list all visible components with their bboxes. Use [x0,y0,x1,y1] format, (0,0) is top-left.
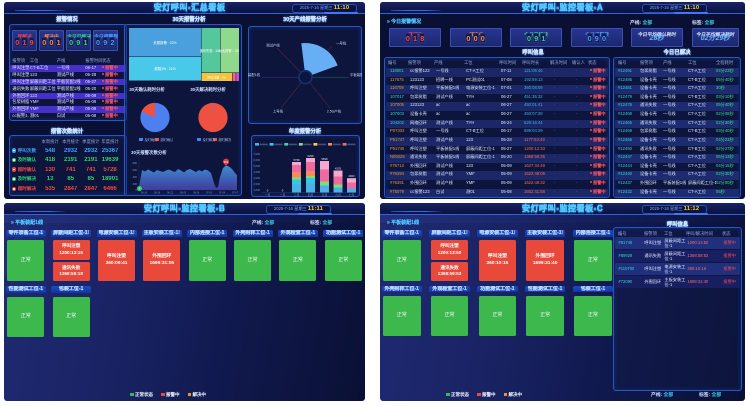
svg-text:超载4% : 21%: 超载4% : 21% [154,66,175,71]
svg-text:七月: 七月 [348,193,354,197]
svg-text:3,000: 3,000 [253,176,260,180]
svg-text:呼叫注塑 : 9%: 呼叫注塑 : 9% [207,75,226,80]
svg-text:06-28: 06-28 [193,191,200,194]
svg-text:一号线: 一号线 [336,41,347,46]
svg-text:一月: 一月 [264,193,270,197]
svg-text:0: 0 [136,188,138,192]
svg-text:0: 0 [281,188,283,192]
svg-text:06-19: 06-19 [154,191,161,194]
svg-text:五月: 五月 [321,193,327,197]
svg-text:六月: 六月 [335,193,341,197]
svg-text:2.5G产线: 2.5G产线 [327,109,342,114]
svg-text:361: 361 [224,160,229,164]
svg-text:平板装配2线: 平板装配2线 [350,72,362,77]
svg-text:0: 0 [139,186,141,190]
svg-text:800: 800 [133,161,138,165]
svg-text:2,000: 2,000 [253,182,260,186]
svg-text:1,000: 1,000 [253,188,260,192]
svg-text:6,000: 6,000 [253,158,260,162]
svg-text:4203: 4203 [334,166,341,170]
svg-text:四月: 四月 [307,193,313,197]
svg-text:5698: 5698 [321,157,328,161]
svg-text:以太报警 : 13%: 以太报警 : 13% [219,48,239,53]
svg-text:200: 200 [133,182,138,186]
svg-text:超时确认: 超时确认 [161,137,175,142]
svg-text:三月: 三月 [293,193,299,197]
svg-text:600: 600 [133,168,138,172]
svg-text:5798: 5798 [293,158,300,162]
svg-text:07-07: 07-07 [232,191,239,194]
svg-text:06-22: 06-22 [167,191,174,194]
svg-text:06-16: 06-16 [141,191,148,194]
svg-text:及时解决: 及时解决 [203,137,217,142]
svg-text:0: 0 [266,188,268,192]
svg-text:测试产线: 测试产线 [266,43,280,48]
svg-text:6298: 6298 [307,154,314,158]
svg-text:07-01: 07-01 [206,191,213,194]
svg-text:上号线: 上号线 [273,109,284,114]
svg-text:超时解决: 超时解决 [219,137,233,142]
svg-text:7,000: 7,000 [253,152,260,156]
svg-text:5,000: 5,000 [253,164,260,168]
svg-text:4,000: 4,000 [253,170,260,174]
svg-text:06-25: 06-25 [180,191,187,194]
svg-text:2903: 2903 [348,174,355,178]
svg-text:负载报警 : 23%: 负载报警 : 23% [153,40,176,45]
svg-text:400: 400 [133,175,138,179]
svg-text:平板装配1线: 平板装配1线 [248,72,261,77]
svg-text:及时确认: 及时确认 [145,137,159,142]
svg-text:07-04: 07-04 [219,191,226,194]
svg-text:通讯失败 : 14%: 通讯失败 : 14% [200,48,222,53]
svg-text:二月: 二月 [279,193,285,197]
